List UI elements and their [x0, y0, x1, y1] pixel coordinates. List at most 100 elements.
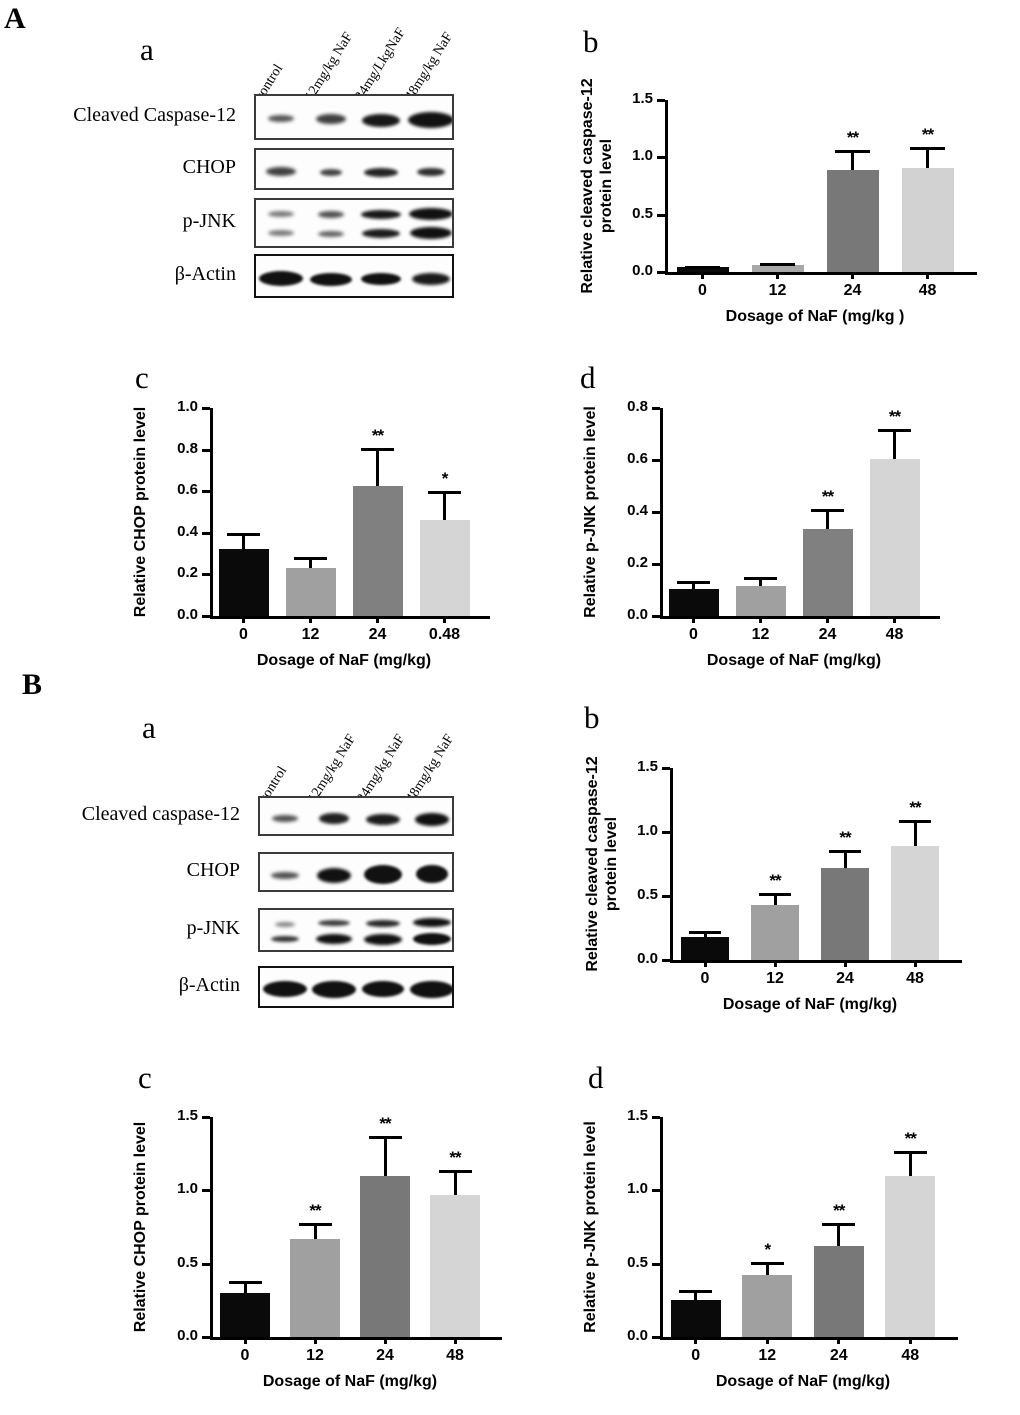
x-axis-tick-label: 0 [691, 1347, 701, 1364]
y-axis-tick [202, 1262, 210, 1266]
significance-marker: ** [839, 827, 851, 847]
error-bar [773, 893, 777, 905]
error-bar-cap [368, 1136, 402, 1140]
x-axis-tick-label: 12 [758, 1347, 777, 1364]
error-bar-cap [677, 580, 710, 584]
x-axis-tick [703, 960, 707, 967]
x-axis-tick [313, 1337, 317, 1344]
y-axis-tick [202, 1116, 210, 1119]
chart-B-b: 0.0 0.5 1.0 1.5 0 12 ** 24 ** 48 ** Dosage of NaF (… [560, 735, 1010, 1013]
significance-marker: ** [371, 425, 384, 445]
blot-band [268, 211, 294, 217]
x-axis-tick-label: 0 [698, 282, 707, 299]
bar [802, 528, 853, 616]
x-axis-tick [893, 616, 896, 623]
significance-marker: ** [821, 487, 834, 507]
blot-lane-label: 24mg/LkgNaF [352, 25, 409, 104]
bar [360, 1175, 410, 1337]
error-bar [376, 447, 379, 486]
error-bar-cap [878, 428, 911, 432]
blot-band [415, 865, 448, 883]
y-axis-tick [202, 490, 210, 494]
error-bar-cap [899, 820, 931, 824]
chart-B-b-sublabel: b [584, 700, 600, 735]
bar [891, 846, 939, 960]
y-axis-tick-label: 0.5 [627, 1253, 648, 1271]
significance-marker: * [441, 469, 449, 489]
bar [735, 586, 786, 616]
blot-band [259, 270, 303, 286]
error-bar-cap [829, 849, 861, 853]
blot-band [412, 273, 450, 285]
y-axis-tick-label: 0.0 [632, 262, 653, 279]
y-axis-title: Relative p-JNK protein level [582, 406, 599, 618]
blot-band-box [254, 198, 454, 248]
x-axis [210, 616, 490, 619]
error-bar [443, 491, 446, 521]
x-axis-title: Dosage of NaF (mg/kg) [722, 996, 898, 1013]
x-axis-tick [309, 616, 312, 623]
blot-row-label: CHOP [182, 156, 236, 178]
x-axis-tick-label: 48 [885, 626, 904, 643]
x-axis-tick-label: 0 [700, 970, 710, 987]
significance-marker: ** [769, 871, 781, 891]
y-axis-tick [202, 615, 210, 618]
blot-band [412, 933, 451, 945]
y-axis-tick-label: 0.5 [632, 204, 653, 222]
chart-A-b-sublabel: b [583, 24, 599, 59]
blot-band [365, 919, 400, 927]
blot-row-label: p-JNK [186, 917, 240, 939]
x-axis [660, 616, 940, 619]
y-axis-tick [652, 1336, 660, 1339]
blot-band [417, 168, 445, 176]
y-axis-tick-label: 0.2 [177, 564, 198, 582]
x-axis-tick-label: 0 [239, 626, 248, 643]
y-axis-tick [652, 459, 660, 462]
x-axis-tick [913, 960, 917, 967]
chart-A-c-sublabel: c [135, 360, 149, 395]
error-bar [243, 1281, 247, 1293]
x-axis-tick-label: 0.48 [428, 626, 461, 643]
x-axis-tick-label: 12 [768, 282, 787, 299]
y-axis-tick [657, 213, 665, 217]
error-bar [313, 1222, 317, 1239]
significance-marker: ** [904, 1128, 917, 1148]
error-bar [765, 1262, 769, 1276]
y-axis [660, 408, 663, 616]
error-bar-cap [750, 1262, 784, 1266]
bar [430, 1194, 480, 1337]
blot-band [409, 980, 452, 998]
x-axis-tick [692, 616, 695, 623]
x-axis-title: Dosage of NaF (mg/kg) [262, 1373, 438, 1390]
x-axis [665, 272, 977, 275]
blot-band-box [258, 796, 454, 836]
panel-A-western-blot: control 12mg/kg NaF 24mg/LkgNaF 48mg/kg NaF… [0, 0, 470, 310]
significance-marker: ** [309, 1200, 321, 1220]
chart-B-c: 0.0 0.5 1.0 1.5 0 12 ** 24 ** 48 ** Dosage of NaF (… [105, 1095, 525, 1390]
x-axis-title: Dosage of NaF (mg/kg) [706, 652, 882, 669]
blot-band [316, 114, 346, 124]
plot-area: 0.0 0.5 1.0 1.5 0 12 * 24 ** 48 ** Dosage of NaF (m… [582, 1107, 958, 1390]
x-axis-tick-label: 24 [368, 626, 387, 643]
y-axis-title: Relative cleaved caspase-12 [584, 756, 601, 972]
x-axis-tick [242, 616, 245, 623]
error-bar [913, 820, 917, 847]
y-axis-title: Relative cleaved caspase-12 [579, 78, 596, 294]
blot-band-box [254, 94, 454, 140]
blot-lane-label: 24mg/kg NaF [354, 731, 409, 806]
significance-marker: ** [921, 125, 934, 144]
x-axis-tick [908, 1337, 912, 1344]
blot-band [409, 208, 452, 220]
bar [220, 1293, 270, 1337]
error-bar-cap [893, 1150, 927, 1154]
y-axis-title: protein level [603, 816, 620, 912]
y-axis-tick-label: 0.4 [177, 522, 198, 540]
y-axis-tick-label: 0.8 [177, 439, 198, 457]
y-axis-title: Relative CHOP protein level [132, 406, 149, 618]
blot-band [268, 230, 294, 236]
y-axis-tick [662, 831, 670, 834]
x-axis-tick [926, 272, 929, 279]
bar [751, 265, 804, 272]
y-axis-tick-label: 1.5 [637, 758, 658, 775]
x-axis-tick [773, 960, 777, 967]
